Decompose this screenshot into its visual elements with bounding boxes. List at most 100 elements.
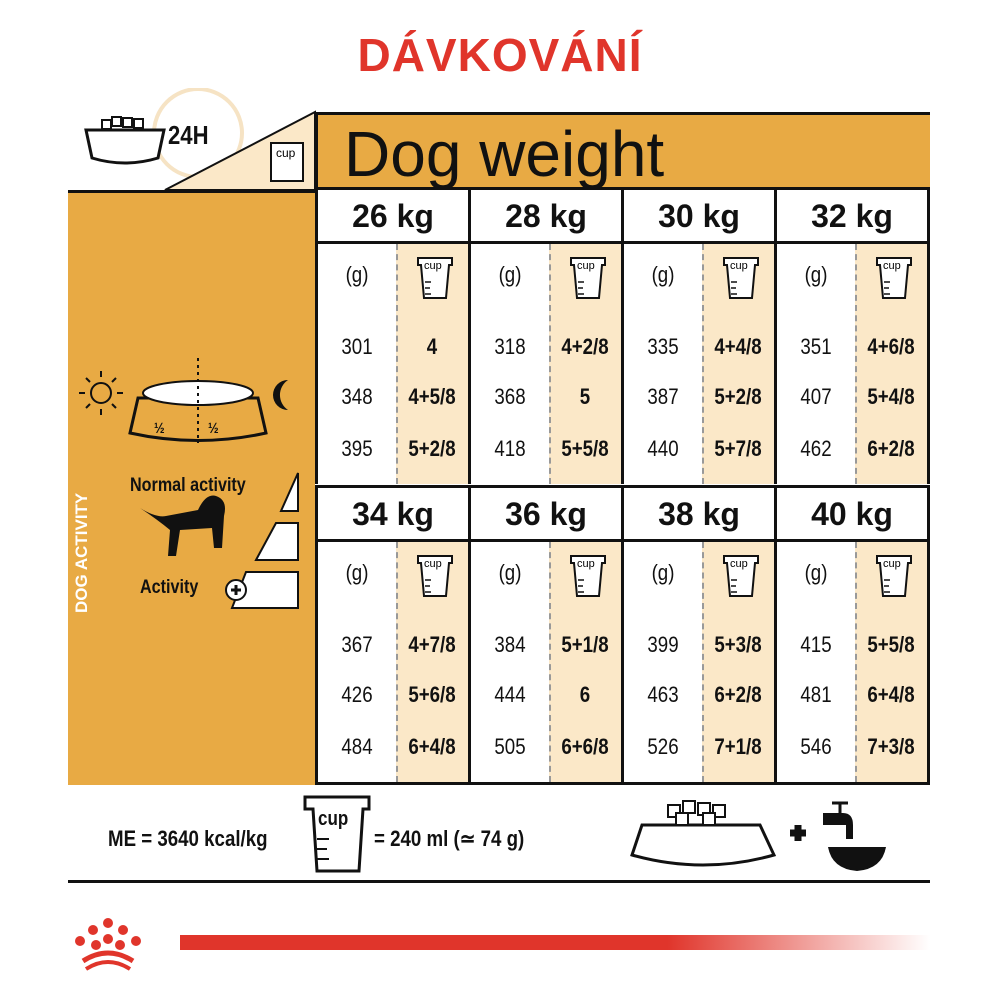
weight-column: 26 kg (g) cup 301 4 348 4+5/8 395 5+2/8: [318, 187, 471, 484]
grams-unit: (g): [498, 560, 522, 585]
weight-label: 26 kg: [318, 187, 468, 244]
cup-unit: cup: [424, 260, 442, 272]
weight-table-bottom: 34 kg (g) cup 367 4+7/8 426 5+6/8 484 6+4/8…: [315, 485, 930, 782]
cups-value: 4+6/8: [867, 334, 915, 359]
half-right: ½: [208, 420, 219, 437]
cups-value: 7+1/8: [714, 734, 762, 759]
grams-value: 526: [647, 734, 679, 759]
grams-value: 318: [494, 334, 526, 359]
cups-value: 5+5/8: [561, 436, 609, 461]
weight-column: 40 kg (g) cup 415 5+5/8 481 6+4/8 546 7+3/8: [777, 485, 930, 782]
energy-label: ME = 3640 kcal/kg: [108, 826, 268, 851]
grams-value: 348: [341, 384, 373, 409]
grams-value: 426: [341, 682, 373, 707]
grams-value: 418: [494, 436, 526, 461]
cups-value: 6+4/8: [867, 682, 915, 707]
grams-value: 399: [647, 632, 679, 657]
grams-value: 444: [494, 682, 526, 707]
cups-value: 5+7/8: [714, 436, 762, 461]
dog-weight-title: Dog weight: [344, 118, 665, 190]
cup-unit: cup: [730, 558, 748, 570]
weight-label: 30 kg: [624, 187, 774, 244]
grams-unit: (g): [498, 262, 522, 287]
weight-column: 32 kg (g) cup 351 4+6/8 407 5+4/8 462 6+2/8: [777, 187, 930, 484]
dog-silhouette-and-levels-icon: [140, 472, 299, 609]
grams-value: 301: [341, 334, 373, 359]
weight-label: 40 kg: [777, 485, 927, 542]
weight-column: 36 kg (g) cup 384 5+1/8 444 6 505 6+6/8: [471, 485, 624, 782]
grams-value: 463: [647, 682, 679, 707]
weight-label: 28 kg: [471, 187, 621, 244]
grams-value: 484: [341, 734, 373, 759]
activity-plus-label: Activity: [140, 577, 199, 598]
grams-value: 505: [494, 734, 526, 759]
grams-unit: (g): [345, 560, 369, 585]
cups-value: 5+2/8: [408, 436, 456, 461]
grams-unit: (g): [804, 560, 828, 585]
grams-value: 407: [800, 384, 832, 409]
cup-unit: cup: [883, 558, 901, 570]
grams-value: 387: [647, 384, 679, 409]
royal-canin-crown-logo: [75, 918, 141, 971]
grams-value: 335: [647, 334, 679, 359]
cups-value: 6+2/8: [867, 436, 915, 461]
cup-unit: cup: [577, 260, 595, 272]
normal-activity-label: Normal activity: [130, 475, 246, 496]
cups-value: 5: [579, 384, 591, 409]
grams-unit: (g): [651, 262, 675, 287]
page-title: DÁVKOVÁNÍ: [357, 29, 643, 81]
cups-value: 6+4/8: [408, 734, 456, 759]
weight-label: 36 kg: [471, 485, 621, 542]
half-left: ½: [154, 420, 165, 437]
cups-value: 4+2/8: [561, 334, 609, 359]
brand-stripe: [180, 935, 930, 950]
cup-icon: [570, 257, 606, 299]
grams-value: 415: [800, 632, 832, 657]
cup-icon: [417, 555, 453, 597]
weight-label: 38 kg: [624, 485, 774, 542]
cup-unit: cup: [883, 260, 901, 272]
cup-icon: [723, 555, 759, 597]
cups-value: 6+6/8: [561, 734, 609, 759]
period-label: 24H: [168, 120, 209, 150]
cup-footer-label: cup: [318, 808, 349, 830]
dog-weight-header: Dog weight: [315, 112, 930, 190]
dog-activity-label: DOG ACTIVITY: [72, 492, 91, 613]
activity-panel: ½ ½ DOG ACTIVITY Normal activity Activit…: [68, 190, 315, 785]
footer-divider: [68, 880, 930, 883]
weight-label: 34 kg: [318, 485, 468, 542]
weight-column: 38 kg (g) cup 399 5+3/8 463 6+2/8 526 7+1/8: [624, 485, 777, 782]
cups-value: 5+5/8: [867, 632, 915, 657]
cup-icon: [876, 257, 912, 299]
grams-unit: (g): [651, 560, 675, 585]
cups-value: 4+5/8: [408, 384, 456, 409]
weight-column: 28 kg (g) cup 318 4+2/8 368 5 418 5+5/8: [471, 187, 624, 484]
grams-value: 368: [494, 384, 526, 409]
cups-value: 6+2/8: [714, 682, 762, 707]
cup-icon: [417, 257, 453, 299]
cup-icon: [570, 555, 606, 597]
weight-label: 32 kg: [777, 187, 927, 244]
grams-value: 440: [647, 436, 679, 461]
grams-value: 546: [800, 734, 832, 759]
grams-value: 367: [341, 632, 373, 657]
cups-value: 7+3/8: [867, 734, 915, 759]
cup-label: cup: [276, 146, 296, 160]
cups-value: 5+6/8: [408, 682, 456, 707]
cups-value: 5+3/8: [714, 632, 762, 657]
cup-unit: cup: [730, 260, 748, 272]
cup-unit: cup: [424, 558, 442, 570]
cup-icon: [723, 257, 759, 299]
weight-column: 30 kg (g) cup 335 4+4/8 387 5+2/8 440 5+7/8: [624, 187, 777, 484]
cup-icon: [303, 795, 371, 873]
cups-value: 4+7/8: [408, 632, 456, 657]
cups-value: 4: [426, 334, 438, 359]
grams-unit: (g): [804, 262, 828, 287]
weight-column: 34 kg (g) cup 367 4+7/8 426 5+6/8 484 6+4/8: [318, 485, 471, 782]
cup-equivalence: = 240 ml (≃ 74 g): [374, 826, 525, 851]
cups-value: 5+2/8: [714, 384, 762, 409]
cups-value: 6: [579, 682, 591, 707]
grams-value: 351: [800, 334, 832, 359]
day-night-bowl-icon: [79, 358, 288, 443]
grams-value: 384: [494, 632, 526, 657]
